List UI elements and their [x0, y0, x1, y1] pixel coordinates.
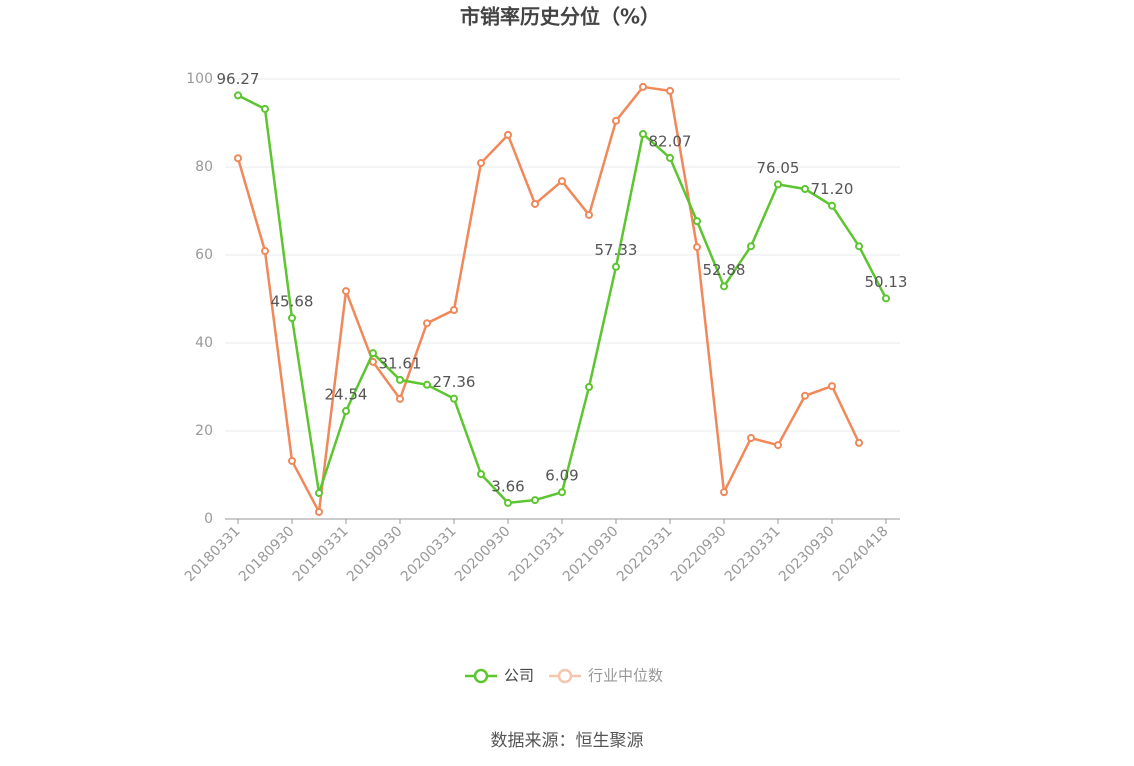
point	[423, 380, 431, 389]
point	[261, 247, 269, 256]
x-tick-label: 20220331	[614, 523, 676, 585]
data-label: 27.36	[433, 373, 476, 391]
point	[315, 507, 323, 516]
point	[342, 287, 350, 296]
x-tick-label: 20210331	[506, 523, 568, 585]
point	[639, 130, 647, 138]
legend-label: 公司	[504, 667, 534, 685]
point	[774, 441, 782, 450]
point	[693, 243, 701, 252]
data-label: 50.13	[865, 273, 908, 291]
point	[855, 438, 863, 447]
data-label: 24.54	[325, 386, 368, 404]
point	[558, 177, 566, 186]
data-label: 31.61	[379, 354, 422, 372]
point	[315, 489, 323, 498]
point	[396, 375, 404, 384]
data-label: 3.66	[491, 477, 524, 495]
series-line	[236, 85, 861, 517]
y-tick-label: 100	[186, 71, 213, 87]
x-tick-label: 20230331	[722, 523, 784, 585]
point	[585, 210, 593, 219]
y-tick-label: 60	[195, 247, 213, 263]
point	[288, 456, 296, 465]
point	[720, 488, 728, 497]
legend-symbol	[557, 668, 573, 684]
point	[450, 306, 458, 314]
point	[747, 434, 755, 443]
point	[477, 470, 485, 479]
point	[774, 180, 782, 189]
x-tick-label: 20230930	[776, 523, 838, 585]
point	[234, 154, 242, 163]
x-tick-label: 20190930	[344, 523, 406, 585]
point	[288, 314, 296, 323]
data-label: 52.88	[703, 261, 746, 279]
point	[666, 153, 674, 162]
point	[342, 407, 350, 416]
point	[720, 282, 728, 291]
point	[423, 319, 431, 328]
point	[612, 262, 620, 271]
x-tick-label: 20200930	[452, 523, 514, 585]
point	[585, 383, 593, 391]
x-tick-label: 20200331	[398, 523, 460, 585]
point	[747, 242, 755, 251]
data-label: 57.33	[595, 241, 638, 259]
data-label: 71.20	[811, 180, 854, 198]
x-tick-label: 20210930	[560, 523, 622, 585]
data-label: 6.09	[545, 467, 578, 485]
point	[693, 217, 701, 226]
point	[828, 382, 836, 391]
point	[504, 498, 512, 507]
point	[882, 294, 890, 303]
point	[531, 496, 539, 505]
x-tick-label: 20190331	[290, 523, 352, 585]
data-label: 96.27	[217, 70, 260, 88]
point	[531, 199, 539, 208]
point	[261, 104, 269, 113]
y-tick-label: 40	[195, 335, 213, 351]
source: 数据来源：恒生聚源	[491, 731, 644, 751]
y-tick-label: 20	[195, 423, 213, 439]
x-tick-label: 20180331	[182, 523, 244, 585]
data-label: 82.07	[649, 132, 692, 150]
point	[666, 86, 674, 95]
point	[369, 349, 377, 358]
y-tick-label: 0	[204, 511, 213, 527]
x-tick-label: 20240418	[830, 523, 892, 585]
data-label: 76.05	[757, 159, 800, 177]
point	[612, 116, 620, 125]
point	[801, 185, 809, 193]
data-label: 45.68	[271, 293, 314, 311]
x-tick-label: 20220930	[668, 523, 730, 585]
point	[855, 242, 863, 251]
legend-label: 行业中位数	[588, 667, 663, 685]
point	[828, 201, 836, 210]
chart-title: 市销率历史分位（%）	[460, 5, 660, 29]
point	[234, 91, 242, 100]
point	[396, 394, 404, 403]
point	[639, 82, 647, 91]
series-line	[237, 94, 888, 505]
point	[450, 394, 458, 403]
point	[504, 130, 512, 139]
x-tick-label: 20180930	[236, 523, 298, 585]
point	[558, 488, 566, 497]
y-tick-label: 80	[195, 159, 213, 175]
legend-symbol	[473, 668, 489, 684]
point	[801, 391, 809, 400]
point	[477, 159, 485, 168]
